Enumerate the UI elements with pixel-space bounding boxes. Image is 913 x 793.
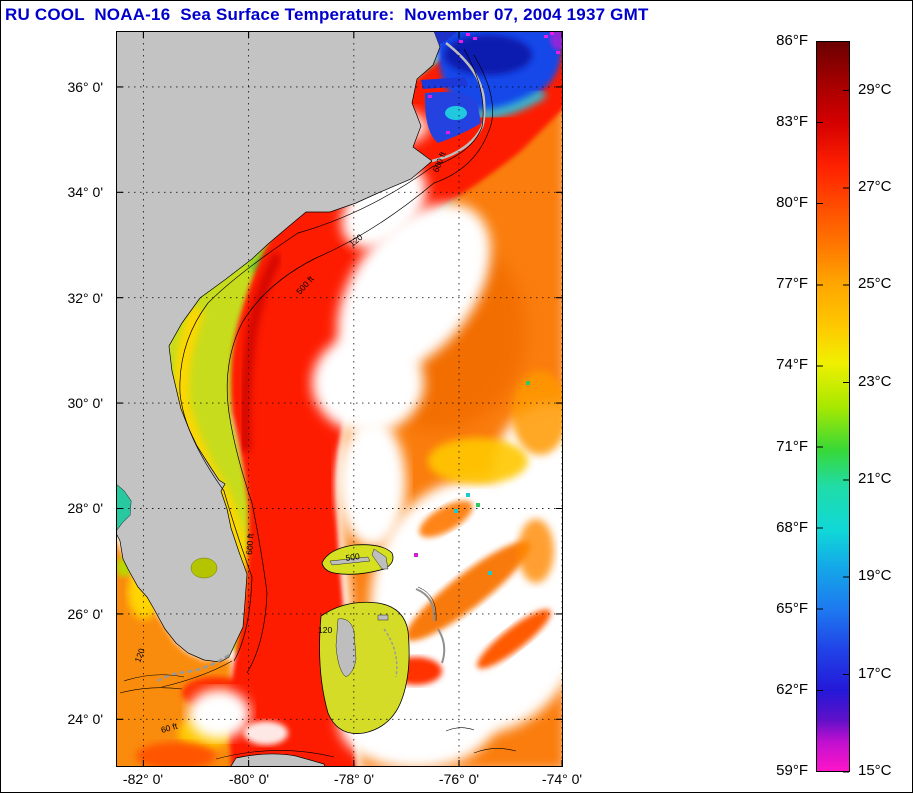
colorbar-f-label: 86°F	[776, 32, 808, 49]
colorbar-c-label: 23°C	[858, 373, 892, 390]
lat-tick-label: 34° 0'	[67, 184, 103, 200]
sst-map-plot: 600 ft 120 500 ft 600 ft 120 500 120 60 …	[116, 31, 563, 767]
colorbar-f-label: 71°F	[776, 438, 808, 455]
colorbar-f-label: 83°F	[776, 113, 808, 130]
lat-tick-label: 26° 0'	[67, 606, 103, 622]
lon-tick-label: -82° 0'	[122, 771, 164, 787]
colorbar-c-label: 15°C	[858, 762, 892, 779]
lat-tick-label: 24° 0'	[67, 711, 103, 727]
colorbar-c-label: 19°C	[858, 567, 892, 584]
colorbar-f-label: 77°F	[776, 275, 808, 292]
colorbar-f-label: 80°F	[776, 194, 808, 211]
lon-tick-label: -78° 0'	[333, 771, 375, 787]
lat-tick-label: 32° 0'	[67, 290, 103, 306]
florida-keys	[157, 653, 230, 683]
us-southeast-and-florida	[116, 31, 441, 663]
lake-okeechobee	[190, 557, 218, 579]
lat-tick-label: 36° 0'	[67, 79, 103, 95]
warm-water-streaks	[390, 371, 563, 685]
contour-label: 120	[318, 625, 332, 635]
contour-label: 120	[132, 647, 146, 664]
graticule	[116, 31, 563, 767]
lat-tick-label: 28° 0'	[67, 500, 103, 516]
lat-tick-label: 30° 0'	[67, 395, 103, 411]
colorbar-c-label: 27°C	[858, 178, 892, 195]
contour-label: 60 ft	[160, 721, 179, 735]
cuba-coast	[230, 753, 326, 767]
lon-tick-label: -74° 0'	[541, 771, 583, 787]
colorbar-f-label: 68°F	[776, 519, 808, 536]
inland-sounds	[421, 31, 486, 163]
lon-tick-label: -76° 0'	[438, 771, 480, 787]
page-title: RU COOL NOAA-16 Sea Surface Temperature:…	[5, 5, 649, 24]
colorbar-c-label: 29°C	[858, 81, 892, 98]
map-border	[116, 31, 563, 767]
colorbar-fahrenheit-ticks	[817, 41, 823, 772]
bahamas-keys-cuba	[119, 544, 517, 767]
contour-label: 600 ft	[244, 533, 256, 556]
outer-banks	[431, 42, 486, 163]
lon-tick-label: -80° 0'	[228, 771, 270, 787]
tampa-bay-water	[116, 484, 131, 531]
colorbar-c-label: 21°C	[858, 470, 892, 487]
colorbar-f-label: 62°F	[776, 681, 808, 698]
colorbar-f-label: 59°F	[776, 762, 808, 779]
colorbar-f-label: 65°F	[776, 600, 808, 617]
colorbar-celsius-ticks	[843, 90, 849, 773]
colorbar-f-label: 74°F	[776, 356, 808, 373]
land-mass	[116, 31, 441, 663]
contour-label: 500	[345, 551, 361, 563]
colorbar-c-label: 25°C	[858, 275, 892, 292]
colorbar-c-label: 17°C	[858, 665, 892, 682]
